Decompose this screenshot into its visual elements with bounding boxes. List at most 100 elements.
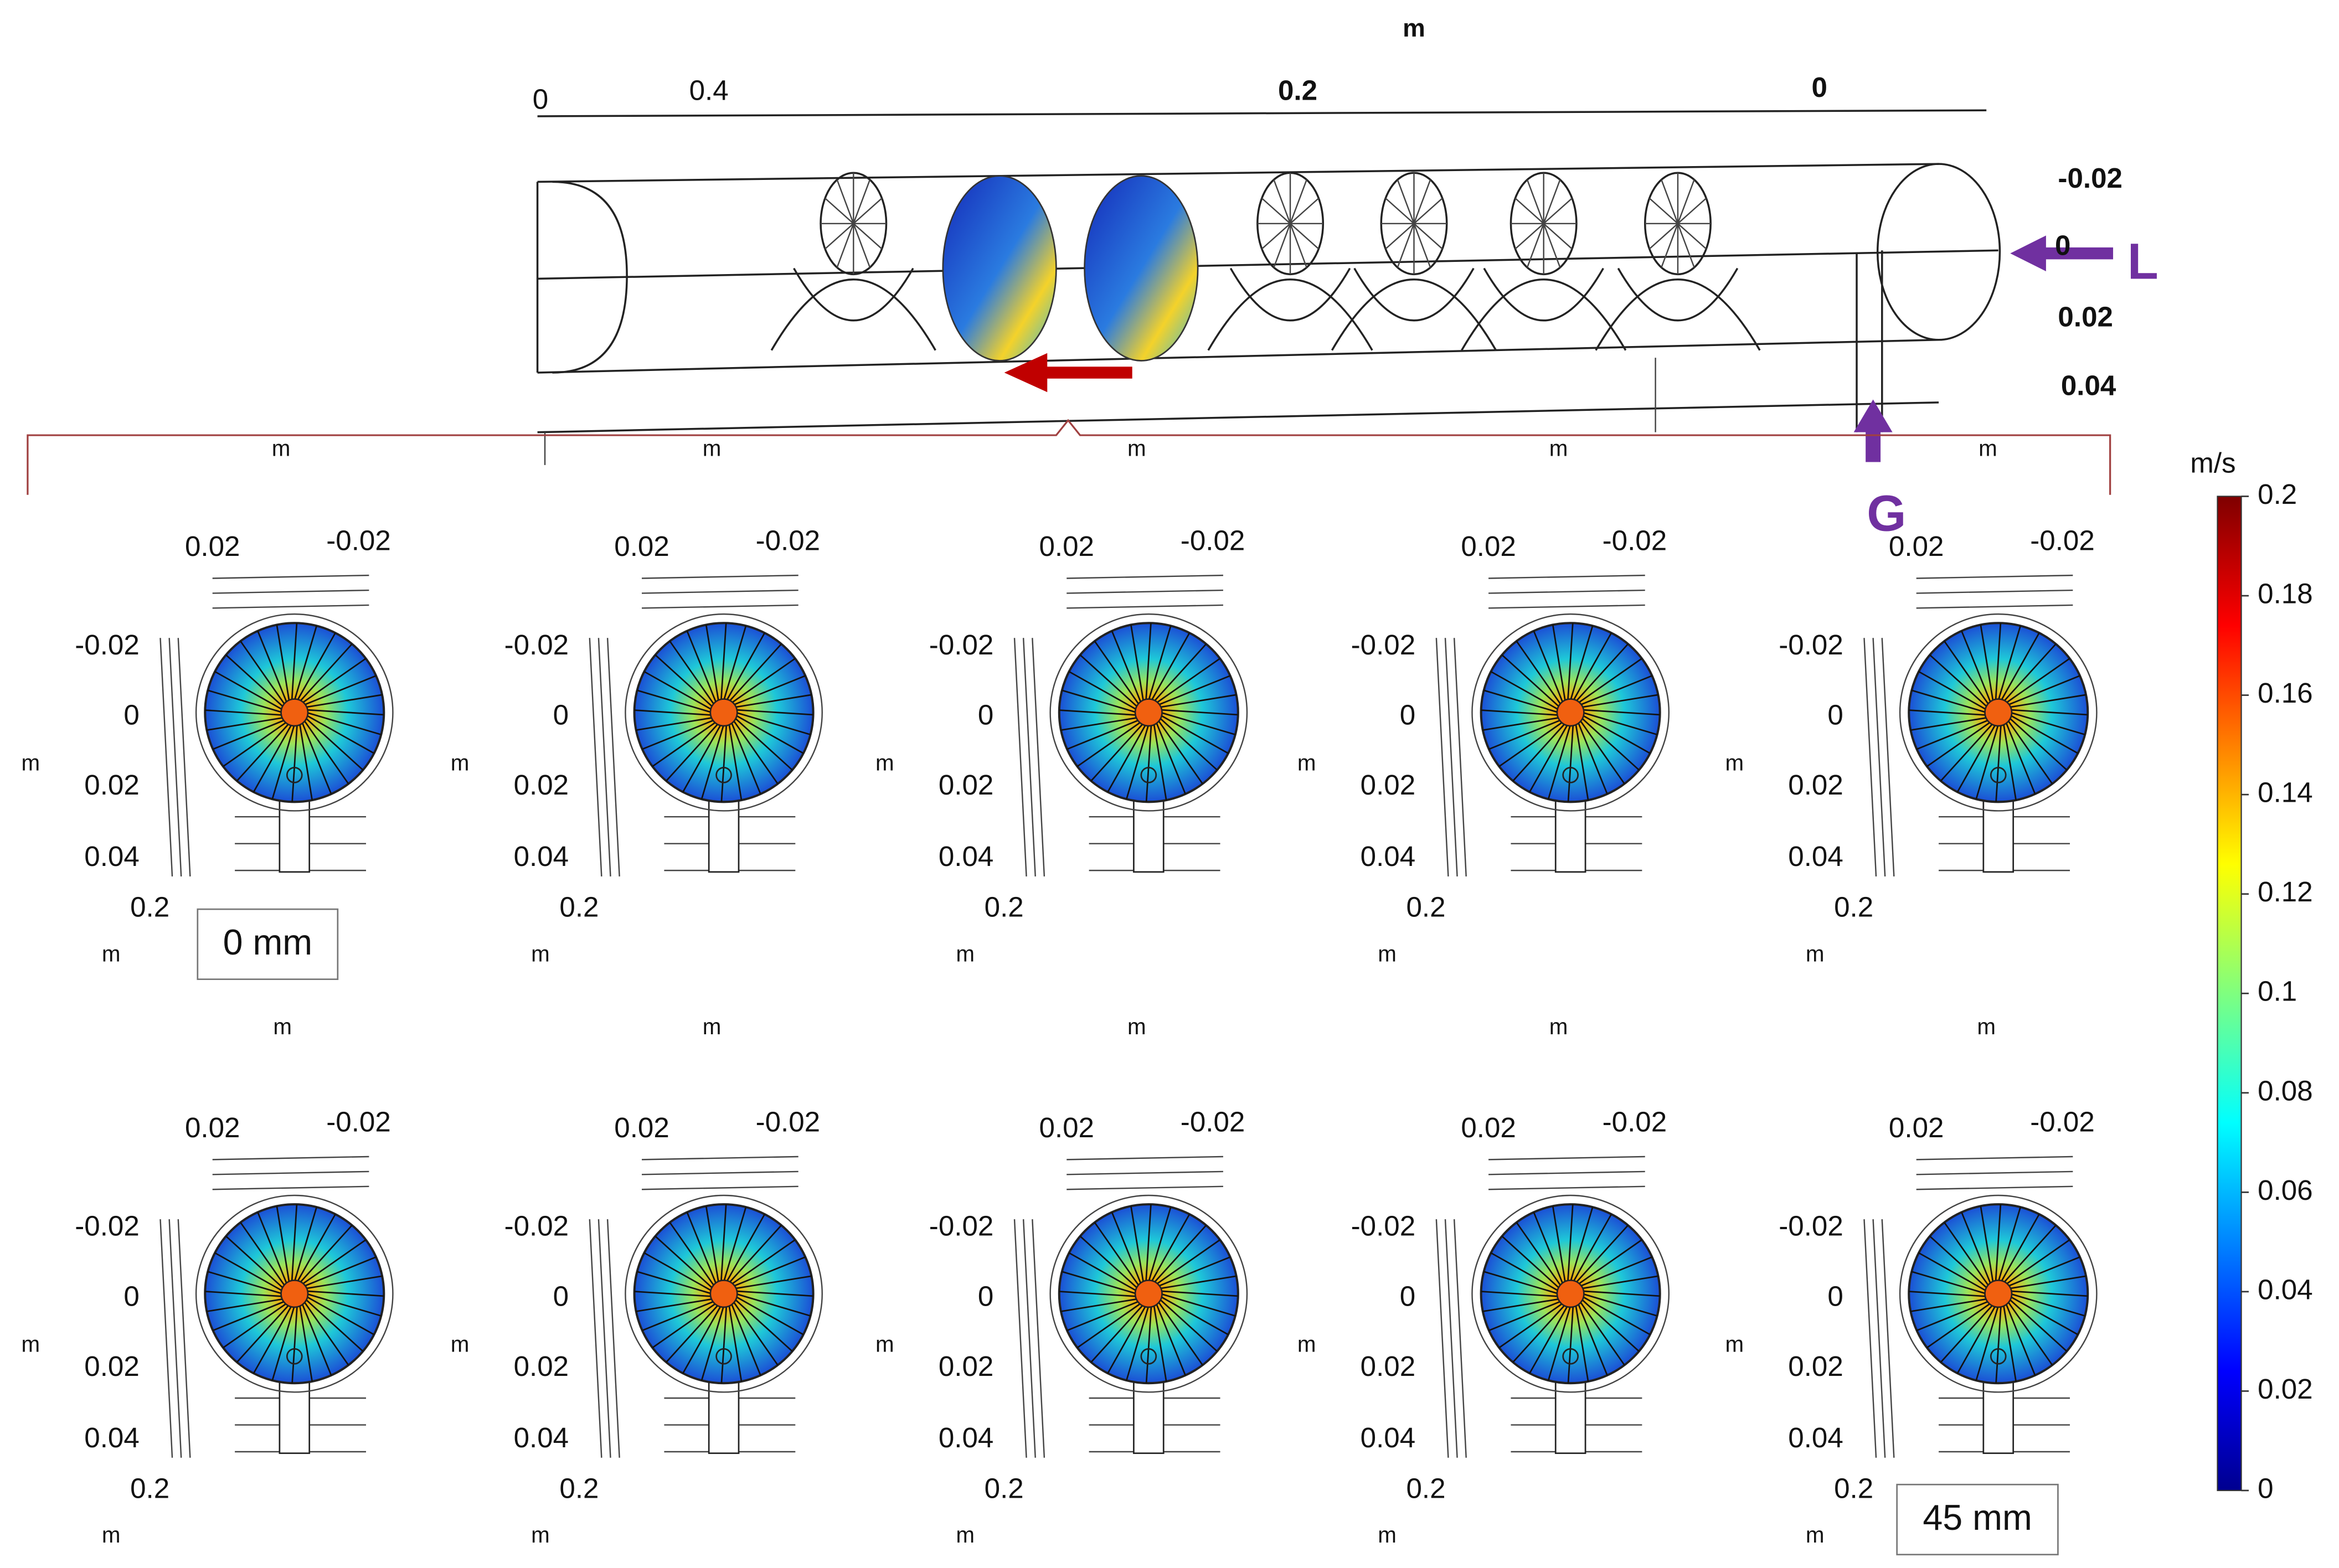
- blade: [1909, 709, 1987, 716]
- blade: [728, 1225, 782, 1284]
- spoke: [1261, 198, 1291, 224]
- blade: [1512, 723, 1566, 782]
- blade: [236, 723, 290, 782]
- pin: [1990, 767, 2007, 783]
- blade: [1929, 1235, 1988, 1290]
- shaft: [1982, 793, 2015, 873]
- blade: [1153, 723, 1167, 801]
- blade: [1910, 716, 1988, 731]
- spoke: [1543, 179, 1561, 224]
- blade: [733, 1256, 806, 1287]
- hub: [709, 1280, 738, 1308]
- spoke: [853, 179, 871, 224]
- blade: [1153, 1225, 1207, 1284]
- unit: m: [1378, 1522, 1397, 1548]
- grid-line: [1453, 1219, 1467, 1458]
- blade: [1995, 1305, 2002, 1384]
- blade: [293, 1206, 318, 1282]
- bottom-unit: m: [1127, 436, 1146, 461]
- grid-line: [1872, 1219, 1886, 1458]
- spoke: [853, 223, 883, 250]
- top-tick: 0.02: [614, 530, 669, 562]
- spoke: [1273, 179, 1291, 224]
- top-tick: -0.02: [2030, 524, 2095, 556]
- blade: [214, 1252, 284, 1292]
- blade: [1153, 1304, 1167, 1382]
- pin: [1140, 1348, 1157, 1365]
- blade: [1157, 1301, 1203, 1366]
- blade: [257, 1211, 288, 1285]
- unit: m: [875, 750, 894, 776]
- side-tick: 0.04: [1361, 1422, 1416, 1453]
- blade: [1145, 1204, 1152, 1282]
- blade: [1060, 716, 1138, 731]
- blade: [1961, 1211, 1992, 1285]
- blade: [303, 675, 377, 706]
- grid-line: [1453, 638, 1467, 876]
- top-tick: 0.02: [1889, 1112, 1944, 1143]
- bottom-unit: m: [1549, 436, 1568, 461]
- hub: [1556, 698, 1585, 727]
- side-tick: -0.02: [75, 629, 140, 661]
- grid-line: [1488, 604, 1645, 609]
- side-tick: 0.04: [514, 1422, 569, 1453]
- blade: [1155, 1303, 1186, 1376]
- hub: [1984, 698, 2013, 727]
- top-tick: -0.02: [326, 1106, 391, 1137]
- bottom-unit: m: [1979, 436, 1997, 461]
- grid-line: [212, 1185, 369, 1190]
- side-tick: 0.02: [84, 1350, 140, 1382]
- side-tick: 0.02: [84, 769, 140, 801]
- blade: [1944, 641, 1990, 706]
- blade: [700, 724, 725, 800]
- spoke: [1526, 223, 1544, 268]
- spoke: [1514, 223, 1544, 250]
- panel: 0.02 -0.02 -0.02 0 0.02 0.04 0.2 m m: [875, 1106, 1248, 1548]
- blade: [637, 1271, 712, 1294]
- blade: [1516, 1222, 1562, 1287]
- grid-line: [1916, 604, 2073, 609]
- shaft: [279, 1375, 311, 1454]
- pin: [1140, 767, 1157, 783]
- blade: [1582, 1290, 1660, 1297]
- blade: [1160, 714, 1229, 754]
- unit: m: [1297, 1332, 1316, 1357]
- spoke: [1413, 198, 1443, 224]
- grid-line: [1067, 1156, 1223, 1160]
- grid-line: [642, 604, 798, 609]
- grid-line: [606, 638, 620, 876]
- blade: [1482, 716, 1560, 731]
- hub: [1556, 1280, 1585, 1308]
- side-tick: 0.02: [514, 1350, 569, 1382]
- side-tick: 0: [1827, 699, 1843, 730]
- spoke: [1413, 223, 1443, 250]
- side-tick: 0: [1827, 1280, 1843, 1312]
- blade: [205, 709, 283, 716]
- blade: [1581, 694, 1658, 708]
- blade: [1995, 1204, 2002, 1282]
- impeller: [770, 172, 936, 351]
- colorbar-tick-label: 0.1: [2258, 976, 2297, 1007]
- side-tick: 0.02: [1361, 1350, 1416, 1382]
- blade: [1980, 625, 1994, 702]
- unit: m: [21, 750, 40, 776]
- blade: [1490, 1252, 1559, 1292]
- top-tick: -0.02: [756, 524, 821, 556]
- impeller-arc: [1461, 278, 1627, 351]
- grid-line: [1881, 1219, 1895, 1458]
- blade: [1575, 643, 1629, 703]
- blade: [271, 724, 296, 800]
- blade: [214, 670, 284, 711]
- unit: m: [1378, 941, 1397, 966]
- grid-line: [1916, 1185, 2073, 1190]
- blade: [1926, 721, 1992, 767]
- blade: [1975, 1305, 2000, 1381]
- blade: [1581, 714, 1651, 754]
- colorbar-tick-label: 0: [2258, 1473, 2273, 1504]
- grid-line: [212, 1156, 369, 1160]
- blade: [723, 625, 747, 701]
- top-tick: -0.02: [1181, 1106, 1245, 1137]
- blade: [705, 625, 720, 702]
- hub: [1134, 698, 1163, 727]
- spoke: [836, 179, 854, 224]
